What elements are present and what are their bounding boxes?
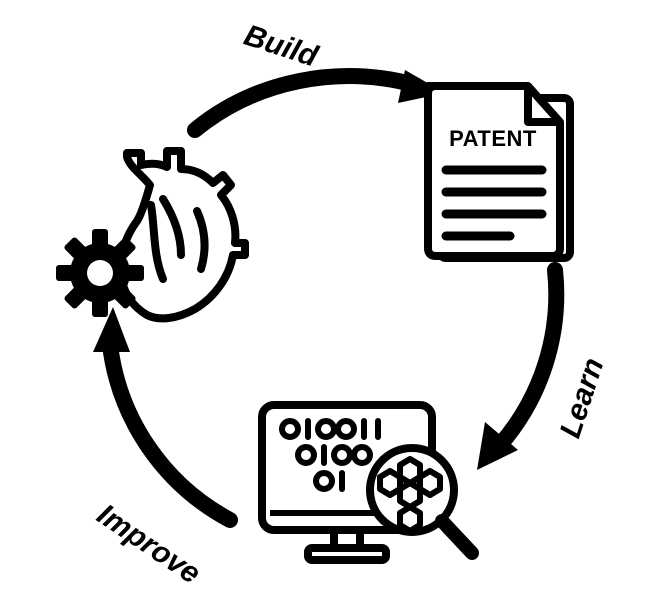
patent-text: PATENT [449,126,537,151]
heart-gear-icon [55,145,255,335]
node-patent-doc: PATENT [410,70,590,270]
patent-doc-icon [410,70,590,270]
patent-doc-label: PATENT [438,126,548,152]
node-computer-data [250,395,480,585]
cycle-diagram: Build Learn Improve PATENT [0,0,650,591]
node-heart-gear [55,145,255,335]
computer-data-icon [250,395,480,585]
